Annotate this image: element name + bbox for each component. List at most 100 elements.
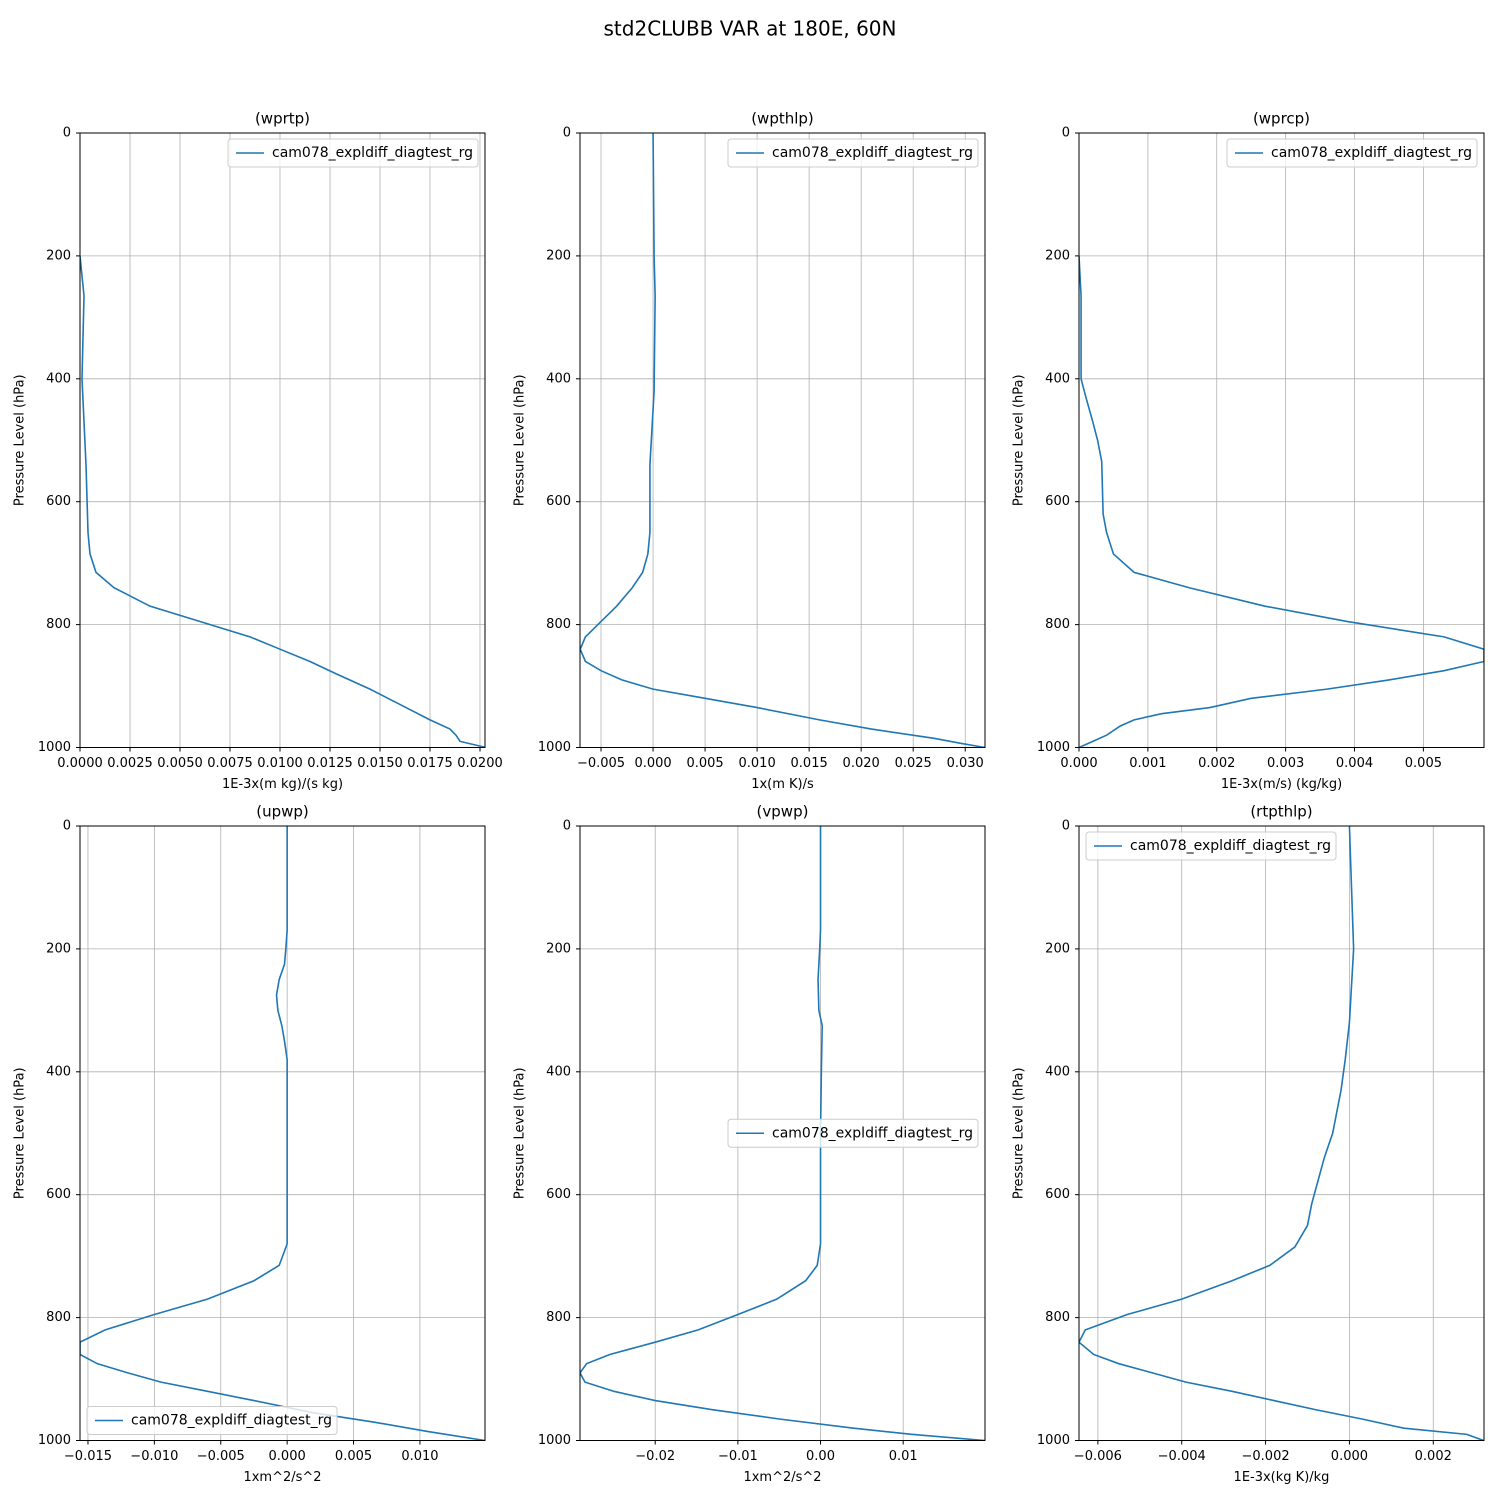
x-tick-label: 0.020	[843, 756, 880, 771]
plot-area	[80, 826, 485, 1441]
y-tick-label: 600	[1045, 494, 1070, 509]
x-tick-label: 0.025	[895, 756, 932, 771]
y-tick-label: 0	[1062, 819, 1070, 834]
y-tick-label: 400	[546, 371, 571, 386]
y-tick-label: 0	[63, 126, 71, 141]
x-axis-label: 1x(m K)/s	[751, 777, 814, 792]
legend-label: cam078_expldiff_diagtest_rg	[772, 145, 973, 161]
legend-label: cam078_expldiff_diagtest_rg	[272, 145, 473, 161]
x-axis-label: 1E-3x(m/s) (kg/kg)	[1221, 777, 1342, 792]
data-line	[580, 133, 985, 748]
y-tick-label: 800	[46, 1310, 71, 1325]
x-tick-label: 0.00	[806, 1449, 835, 1464]
y-tick-label: 1000	[538, 1433, 571, 1448]
x-tick-label: −0.005	[197, 1449, 245, 1464]
y-tick-label: 1000	[538, 740, 571, 755]
x-tick-label: 0.0200	[457, 756, 503, 771]
data-line	[80, 826, 485, 1441]
plot-area	[1079, 826, 1484, 1441]
x-tick-label: 0.0175	[407, 756, 453, 771]
y-axis-label: Pressure Level (hPa)	[513, 1067, 528, 1199]
x-tick-label: 0.0100	[257, 756, 303, 771]
x-tick-label: 0.004	[1336, 756, 1373, 771]
y-tick-label: 1000	[1037, 1433, 1070, 1448]
x-tick-label: −0.01	[718, 1449, 758, 1464]
y-tick-label: 0	[1062, 126, 1070, 141]
y-tick-label: 0	[563, 819, 571, 834]
legend-box	[86, 1406, 338, 1435]
y-tick-label: 1000	[1037, 740, 1070, 755]
data-line	[1079, 255, 1484, 748]
x-axis-label: 1xm^2/s^2	[743, 1470, 821, 1485]
y-tick-label: 200	[546, 941, 571, 956]
plot-area	[580, 133, 985, 748]
x-tick-label: 0.0125	[307, 756, 353, 771]
x-tick-label: 0.015	[791, 756, 828, 771]
x-tick-label: 0.000	[269, 1449, 306, 1464]
axes-frame	[579, 132, 986, 748]
x-tick-label: 0.0050	[157, 756, 203, 771]
axes-frame	[79, 825, 486, 1441]
x-tick-label: 0.01	[889, 1449, 918, 1464]
x-tick-label: −0.006	[1074, 1449, 1122, 1464]
x-tick-label: 0.0025	[107, 756, 153, 771]
x-tick-label: 0.000	[1060, 756, 1097, 771]
legend-label: cam078_expldiff_diagtest_rg	[1271, 145, 1472, 161]
x-tick-label: 0.005	[335, 1449, 372, 1464]
x-tick-label: 0.010	[739, 756, 776, 771]
y-tick-label: 400	[1045, 371, 1070, 386]
x-tick-label: 0.0000	[57, 756, 103, 771]
axes-frame	[1078, 825, 1485, 1441]
x-axis-label: 1E-3x(m kg)/(s kg)	[222, 777, 343, 792]
x-axis-label: 1E-3x(kg K)/kg	[1234, 1470, 1330, 1485]
plot-area	[1079, 255, 1484, 748]
x-tick-label: 0.005	[686, 756, 723, 771]
y-tick-label: 1000	[38, 1433, 71, 1448]
y-tick-label: 800	[546, 617, 571, 632]
axes-title: (wprtp)	[255, 110, 310, 128]
legend-box	[1085, 831, 1337, 861]
x-tick-label: −0.002	[1242, 1449, 1290, 1464]
y-tick-label: 600	[46, 494, 71, 509]
legend-label: cam078_expldiff_diagtest_rg	[1130, 838, 1331, 854]
x-tick-label: −0.015	[64, 1449, 112, 1464]
y-axis-label: Pressure Level (hPa)	[1012, 374, 1027, 506]
legend-box	[227, 138, 479, 168]
data-line	[1079, 826, 1484, 1441]
legend-box	[1226, 138, 1478, 168]
y-axis-label: Pressure Level (hPa)	[13, 374, 28, 506]
y-tick-label: 800	[1045, 617, 1070, 632]
y-tick-label: 1000	[38, 740, 71, 755]
y-tick-label: 600	[546, 494, 571, 509]
x-tick-label: 0.002	[1198, 756, 1235, 771]
axes-frame	[79, 132, 486, 748]
x-tick-label: 0.000	[1331, 1449, 1368, 1464]
axes-title: (vpwp)	[757, 803, 809, 821]
y-tick-label: 800	[1045, 1310, 1070, 1325]
x-tick-label: −0.004	[1158, 1449, 1206, 1464]
x-tick-label: 0.010	[401, 1449, 438, 1464]
y-tick-label: 200	[1045, 248, 1070, 263]
x-tick-label: 0.000	[634, 756, 671, 771]
figure-title: std2CLUBB VAR at 180E, 60N	[604, 17, 897, 41]
axes-frame	[1078, 132, 1485, 748]
legend-box	[727, 138, 979, 168]
x-tick-label: 0.005	[1405, 756, 1442, 771]
axes-title: (upwp)	[256, 803, 309, 821]
x-tick-label: 0.0150	[357, 756, 403, 771]
x-tick-label: 0.002	[1415, 1449, 1452, 1464]
legend-label: cam078_expldiff_diagtest_rg	[131, 1413, 332, 1429]
y-tick-label: 800	[46, 617, 71, 632]
x-tick-label: −0.02	[635, 1449, 675, 1464]
plot-area	[580, 826, 985, 1441]
y-tick-label: 400	[46, 1064, 71, 1079]
x-tick-label: 0.030	[947, 756, 984, 771]
y-tick-label: 800	[546, 1310, 571, 1325]
y-axis-label: Pressure Level (hPa)	[1012, 1067, 1027, 1199]
y-tick-label: 200	[46, 941, 71, 956]
y-tick-label: 600	[546, 1187, 571, 1202]
x-tick-label: 0.003	[1267, 756, 1304, 771]
legend-box	[727, 1118, 979, 1148]
y-tick-label: 400	[546, 1064, 571, 1079]
y-tick-label: 0	[63, 819, 71, 834]
